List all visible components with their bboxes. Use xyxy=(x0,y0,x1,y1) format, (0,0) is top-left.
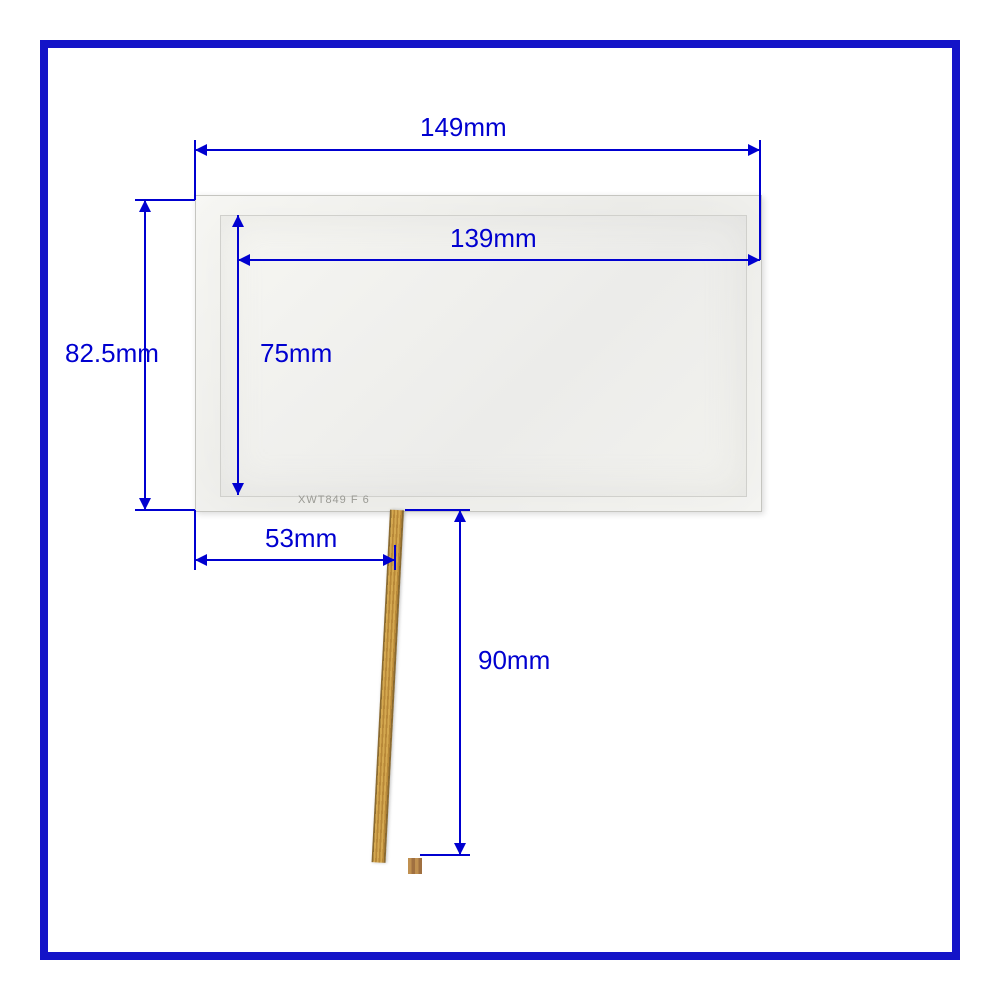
dim-149-label: 149mm xyxy=(420,112,507,143)
dim-139-label: 139mm xyxy=(450,223,537,254)
dim-53-label: 53mm xyxy=(265,523,337,554)
dim-75-label: 75mm xyxy=(260,338,332,369)
dim-90-label: 90mm xyxy=(478,645,550,676)
dimension-overlay xyxy=(0,0,1000,1000)
dim-82-label: 82.5mm xyxy=(65,338,159,369)
